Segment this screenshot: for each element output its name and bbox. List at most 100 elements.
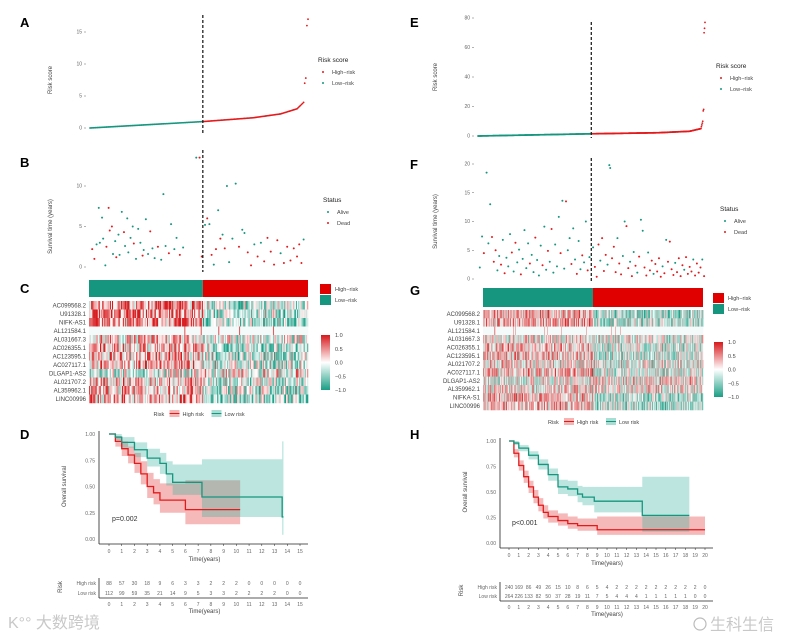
- heatmap-cell: [495, 326, 497, 336]
- heatmap-cell: [178, 326, 181, 336]
- heatmap-cell: [652, 310, 654, 319]
- heatmap-cell: [599, 318, 601, 327]
- heatmap-cell: [685, 326, 687, 336]
- heatmap-cell: [136, 360, 138, 370]
- heatmap-cell: [617, 318, 618, 327]
- heatmap-cell: [141, 369, 143, 378]
- heatmap-cell: [612, 326, 613, 336]
- heatmap-cell: [601, 318, 603, 327]
- dead-point: [672, 273, 675, 276]
- risk-score-legend-marker: [322, 82, 324, 84]
- heatmap-cell: [586, 310, 588, 319]
- heatmap-cell: [304, 377, 307, 387]
- alive-point: [525, 267, 528, 270]
- heatmap-cell: [217, 301, 219, 310]
- heatmap-cell: [549, 326, 551, 336]
- heatmap-cell: [576, 326, 578, 336]
- heatmap-cell: [93, 369, 95, 378]
- heatmap-cell: [198, 335, 200, 344]
- heatmap-cell: [665, 310, 666, 319]
- heatmap-cell: [301, 377, 303, 387]
- heatmap-cell: [118, 343, 120, 353]
- heatmap-cell: [637, 326, 639, 336]
- heatmap-cell: [157, 377, 160, 387]
- heatmap-cell: [678, 310, 680, 319]
- heatmap-cell: [269, 318, 272, 327]
- heatmap-cell: [191, 343, 194, 353]
- heatmap-cell: [101, 318, 103, 327]
- heatmap-cell: [253, 352, 255, 361]
- heatmap-cell: [540, 310, 542, 319]
- heatmap-cell: [627, 326, 629, 336]
- heatmap-cell: [687, 310, 689, 319]
- heatmap-cell: [580, 310, 582, 319]
- heatmap-cell: [183, 394, 185, 404]
- heatmap-cell: [642, 310, 644, 319]
- dead-point: [677, 257, 680, 260]
- heatmap-cell: [254, 352, 256, 361]
- heatmap-cell: [534, 326, 536, 336]
- heatmap-cell: [232, 360, 234, 370]
- heatmap-cell: [531, 318, 533, 327]
- heatmap-cell: [589, 310, 590, 319]
- heatmap-cell: [195, 360, 197, 370]
- heatmap-cell: [243, 377, 245, 387]
- heatmap-cell: [512, 326, 513, 336]
- heatmap-cell: [289, 360, 291, 370]
- heatmap-cell: [245, 377, 247, 387]
- heatmap-cell: [279, 360, 281, 370]
- heatmap-cell: [99, 352, 102, 361]
- heatmap-cell: [189, 386, 192, 395]
- heatmap-cell: [190, 318, 193, 327]
- heatmap-cell: [513, 310, 515, 319]
- heatmap-cell: [180, 343, 183, 353]
- heatmap-cell: [544, 318, 546, 327]
- heatmap-cell: [593, 318, 595, 327]
- heatmap-cell: [116, 377, 118, 387]
- heatmap-cell: [148, 326, 150, 336]
- heatmap-cell: [582, 318, 584, 327]
- heatmap-cell: [641, 310, 642, 319]
- heatmap-cell: [154, 343, 157, 353]
- heatmap-cell: [591, 326, 593, 336]
- heatmap-cell: [300, 360, 302, 370]
- heatmap-cell: [154, 360, 157, 370]
- heatmap-cell: [160, 301, 162, 310]
- alive-point: [629, 260, 632, 263]
- heatmap-cell: [300, 301, 302, 310]
- heatmap-cell: [260, 394, 263, 404]
- dead-point: [223, 247, 226, 250]
- heatmap-cell: [114, 335, 116, 344]
- heatmap-cell: [189, 335, 192, 344]
- heatmap-cell: [90, 377, 92, 387]
- heatmap-cell: [299, 369, 301, 378]
- heatmap-cell: [197, 377, 199, 387]
- heatmap-cell: [649, 310, 651, 319]
- heatmap-cell: [600, 310, 602, 319]
- heatmap-cell: [283, 335, 286, 344]
- heatmap-cell: [160, 343, 162, 353]
- panel-label-h: H: [410, 427, 419, 442]
- heatmap-cell: [152, 386, 154, 395]
- heatmap-cell: [105, 369, 107, 378]
- heatmap-cell: [194, 394, 196, 404]
- heatmap-cell: [608, 318, 610, 327]
- dead-point: [656, 270, 659, 273]
- heatmap-cell: [555, 310, 557, 319]
- heatmap-cell: [203, 394, 206, 404]
- heatmap-cell: [490, 335, 492, 344]
- heatmap-cell: [93, 335, 95, 344]
- heatmap-cell: [99, 394, 102, 404]
- alive-point: [126, 217, 129, 220]
- heatmap-cell: [670, 326, 672, 336]
- heatmap-cell: [627, 310, 629, 319]
- heatmap-cell: [210, 386, 212, 395]
- heatmap-cell: [150, 318, 152, 327]
- heatmap-cell: [280, 335, 283, 344]
- heatmap-cell: [115, 335, 117, 344]
- heatmap-cell: [698, 326, 699, 336]
- heatmap-cell: [483, 310, 485, 319]
- heatmap-cell: [154, 326, 157, 336]
- heatmap-cell: [96, 301, 99, 310]
- heatmap-cell: [257, 352, 260, 361]
